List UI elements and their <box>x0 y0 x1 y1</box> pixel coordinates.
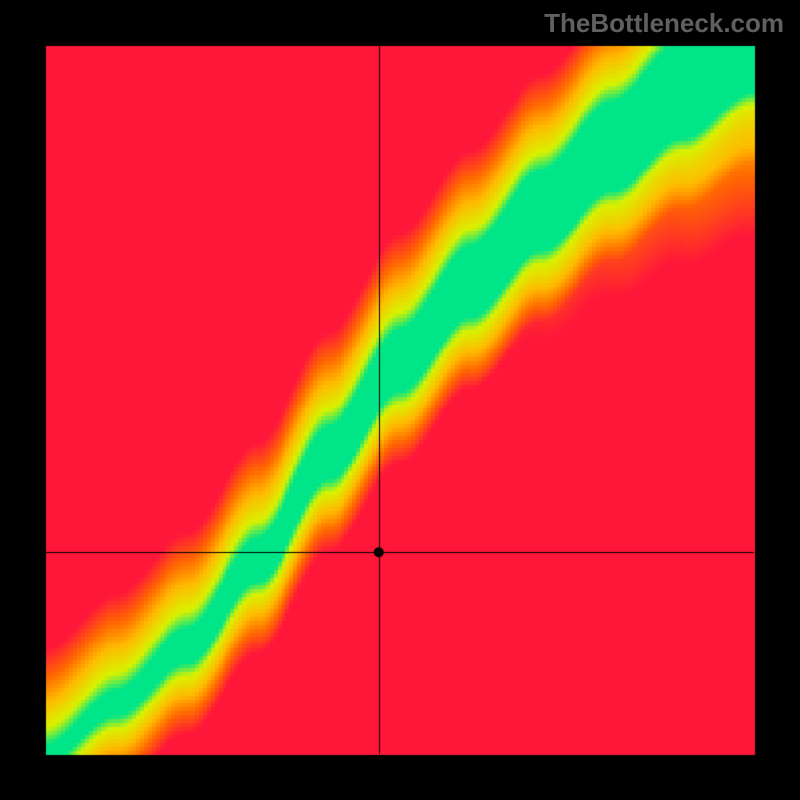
bottleneck-heatmap <box>0 0 800 800</box>
watermark-text: TheBottleneck.com <box>544 8 784 39</box>
chart-container: TheBottleneck.com <box>0 0 800 800</box>
